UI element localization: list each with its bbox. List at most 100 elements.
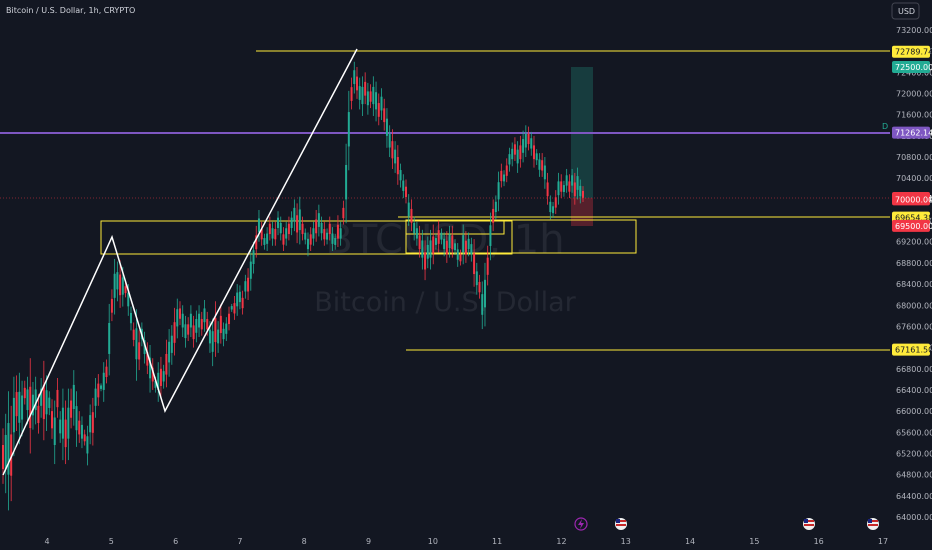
- candle-body: [168, 341, 171, 363]
- symbol-watermark: BTCUSD, 1h Bitcoin / U.S. Dollar: [314, 217, 576, 318]
- us-flag-icon[interactable]: [803, 518, 815, 530]
- svg-text:67161.50: 67161.50: [895, 346, 932, 355]
- candle-body: [568, 181, 571, 192]
- candle-body: [91, 412, 94, 433]
- candle-body: [15, 392, 18, 417]
- price-tick-label: 68800.00: [896, 259, 932, 268]
- candle-body: [377, 103, 380, 117]
- candle-body: [113, 273, 116, 298]
- candle-body: [225, 323, 228, 334]
- candle-body: [443, 238, 446, 250]
- currency-button[interactable]: USD: [891, 2, 920, 20]
- candle-body: [522, 139, 525, 153]
- candle-body: [159, 368, 162, 386]
- candle-body: [124, 286, 127, 294]
- time-axis[interactable]: 4 5 6 7 8 9 10 11 12 13 14 15 16 17: [44, 537, 888, 546]
- candle-body: [189, 313, 192, 328]
- candle-body: [369, 91, 372, 102]
- price-tick-label: 72000.00: [896, 90, 932, 99]
- candle-body: [67, 407, 70, 439]
- candle-body: [530, 138, 533, 149]
- candle-body: [208, 329, 211, 344]
- candle-body: [513, 144, 516, 155]
- candle-body: [249, 261, 252, 279]
- candle-body: [61, 407, 64, 439]
- candle-body: [304, 232, 307, 240]
- candle-body: [219, 315, 222, 334]
- lightning-icon[interactable]: [574, 517, 588, 531]
- candle-body: [80, 424, 83, 439]
- candle-body: [29, 386, 32, 429]
- candle-body: [247, 277, 250, 292]
- candle-body: [320, 222, 323, 234]
- candlestick-series: [2, 61, 584, 511]
- candle-body: [478, 281, 481, 293]
- price-tick-label: 70800.00: [896, 153, 932, 162]
- candle-body: [372, 86, 375, 105]
- time-tick-label: 13: [621, 537, 631, 546]
- long-position-tool[interactable]: [571, 67, 593, 226]
- retest-zone-box[interactable]: [405, 219, 637, 254]
- candle-body: [181, 313, 184, 328]
- candle-body: [459, 254, 462, 262]
- candle-body: [59, 419, 62, 434]
- candle-body: [336, 224, 339, 239]
- candle-body: [236, 292, 239, 307]
- candle-body: [127, 292, 130, 307]
- candle-body: [233, 303, 236, 314]
- candle-body: [326, 232, 329, 240]
- candle-body: [549, 201, 552, 213]
- zigzag-pattern[interactable]: [2, 48, 358, 476]
- price-tag: 67161.50: [892, 343, 932, 356]
- candle-body: [64, 419, 67, 448]
- candle-body: [162, 371, 165, 382]
- candle-body: [102, 372, 105, 390]
- us-flag-icon[interactable]: [615, 518, 627, 530]
- candle-body: [315, 219, 318, 234]
- candle-body: [391, 141, 394, 159]
- price-tick-label: 66000.00: [896, 407, 932, 416]
- candle-body: [524, 133, 527, 148]
- candle-body: [535, 153, 538, 161]
- price-tick-label: 65200.00: [896, 449, 932, 458]
- candle-body: [483, 279, 486, 308]
- time-tick-label: 4: [44, 537, 49, 546]
- candle-body: [486, 257, 489, 275]
- candle-body: [138, 342, 141, 360]
- candle-body: [456, 249, 459, 260]
- candle-body: [426, 244, 429, 259]
- time-tick-label: 5: [109, 537, 114, 546]
- candle-body: [494, 201, 497, 213]
- candle-body: [277, 217, 280, 228]
- candle-body: [560, 181, 563, 192]
- demand-zone-box[interactable]: [100, 220, 513, 255]
- candle-body: [385, 118, 388, 136]
- candle-body: [347, 112, 350, 147]
- candle-body: [2, 445, 4, 470]
- candle-body: [18, 391, 21, 423]
- time-tick-label: 10: [428, 537, 438, 546]
- candle-body: [228, 313, 231, 325]
- candle-body: [437, 230, 440, 244]
- candle-body: [383, 108, 386, 123]
- time-tick-label: 17: [878, 537, 888, 546]
- us-flag-icon[interactable]: [867, 518, 879, 530]
- candle-body: [34, 389, 37, 411]
- candle-body: [554, 197, 557, 208]
- candle-body: [157, 372, 160, 390]
- candle-body: [108, 322, 111, 354]
- candle-body: [290, 217, 293, 228]
- inner-zone-box[interactable]: [405, 219, 505, 235]
- svg-text:71262.14: 71262.14: [895, 129, 932, 138]
- candle-body: [143, 340, 146, 354]
- time-tick-label: 12: [556, 537, 566, 546]
- candle-body: [7, 423, 10, 475]
- time-tick-label: 7: [237, 537, 242, 546]
- candle-body: [432, 236, 435, 254]
- currency-label: USD: [898, 7, 915, 16]
- candle-body: [206, 319, 209, 330]
- candle-body: [434, 238, 437, 245]
- candle-body: [94, 388, 97, 406]
